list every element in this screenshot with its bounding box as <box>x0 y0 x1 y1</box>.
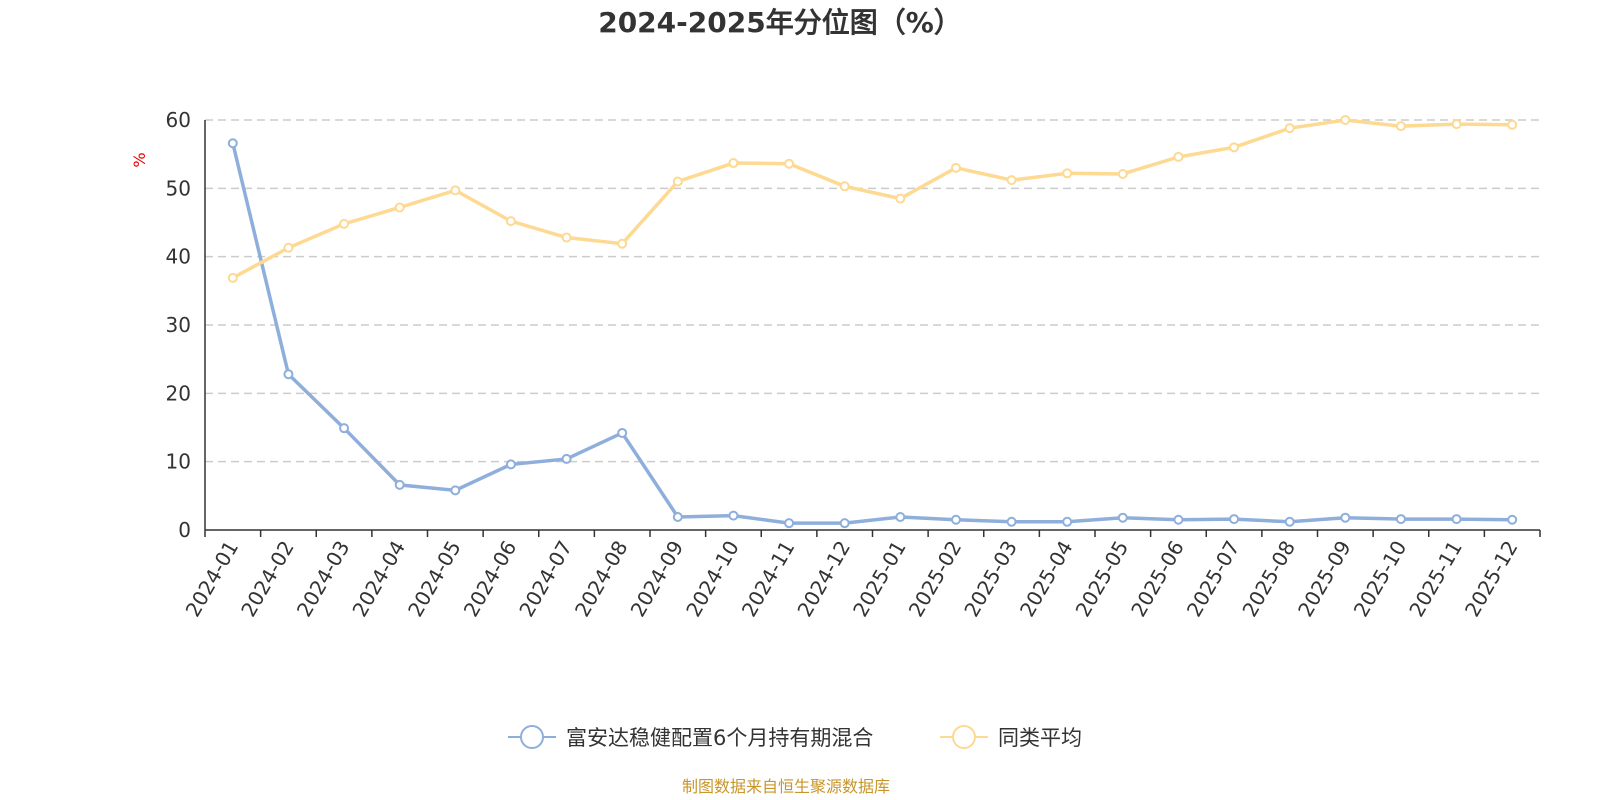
x-tick-label: 2024-01 <box>181 537 244 621</box>
y-tick-label: 30 <box>166 313 191 337</box>
x-tick-label: 2025-12 <box>1460 537 1523 621</box>
x-tick-label: 2024-02 <box>236 537 299 621</box>
data-point <box>1395 121 1406 132</box>
x-tick-label: 2025-05 <box>1071 537 1134 621</box>
data-point <box>1284 516 1295 527</box>
data-point <box>617 238 628 249</box>
x-tick-label: 2024-07 <box>514 537 577 621</box>
y-tick-label: 10 <box>166 450 191 474</box>
data-point <box>1229 514 1240 525</box>
data-point <box>784 518 795 529</box>
x-tick-label: 2024-06 <box>459 537 522 621</box>
data-point <box>1507 119 1518 130</box>
data-point <box>394 479 405 490</box>
data-point <box>283 242 294 253</box>
data-point <box>561 453 572 464</box>
data-point <box>339 218 350 229</box>
x-tick-label: 2025-09 <box>1293 537 1356 621</box>
x-tick-label: 2025-06 <box>1126 537 1189 621</box>
y-axis-unit: % <box>130 152 149 167</box>
x-tick-label: 2024-08 <box>570 537 633 621</box>
data-point <box>1451 119 1462 130</box>
data-point <box>895 512 906 523</box>
data-point <box>950 514 961 525</box>
y-tick-label: 60 <box>166 108 191 132</box>
x-tick-label: 2024-12 <box>792 537 855 621</box>
data-point <box>1451 514 1462 525</box>
data-point <box>505 216 516 227</box>
x-tick-label: 2025-01 <box>848 537 911 621</box>
y-tick-label: 20 <box>166 381 191 405</box>
data-point <box>1117 512 1128 523</box>
x-tick-label: 2025-02 <box>904 537 967 621</box>
data-point <box>1173 151 1184 162</box>
data-point <box>1340 115 1351 125</box>
legend-item[interactable]: 富安达稳健配置6个月持有期混合 <box>508 725 873 750</box>
data-point <box>1173 514 1184 525</box>
x-tick-label: 2025-11 <box>1404 537 1467 621</box>
x-tick-label: 2024-05 <box>403 537 466 621</box>
data-point <box>839 181 850 192</box>
data-point <box>672 512 683 523</box>
data-point <box>1062 168 1073 179</box>
data-point <box>505 459 516 470</box>
data-point <box>1117 168 1128 179</box>
data-point <box>617 427 628 438</box>
data-point <box>672 176 683 187</box>
series-line <box>231 118 1513 280</box>
legend-label: 同类平均 <box>998 726 1082 750</box>
legend-label: 富安达稳健配置6个月持有期混合 <box>566 726 873 750</box>
x-tick-label: 2024-11 <box>737 537 800 621</box>
data-point <box>728 510 739 521</box>
data-point <box>339 423 350 434</box>
chart-title: 2024-2025年分位图（%） <box>598 6 962 39</box>
data-point <box>561 232 572 243</box>
data-point <box>1284 123 1295 134</box>
data-point <box>227 138 238 149</box>
x-tick-label: 2024-10 <box>681 537 744 621</box>
series-line <box>231 142 1513 525</box>
data-source: 制图数据来自恒生聚源数据库 <box>682 777 890 796</box>
data-point <box>1395 514 1406 525</box>
data-point <box>950 162 961 173</box>
legend-item[interactable]: 同类平均 <box>940 725 1082 750</box>
data-point <box>283 369 294 380</box>
data-point <box>784 158 795 169</box>
data-point <box>1340 512 1351 523</box>
data-point <box>1507 514 1518 525</box>
data-point <box>1062 516 1073 527</box>
x-tick-label: 2025-10 <box>1349 537 1412 621</box>
data-point <box>728 158 739 169</box>
data-point <box>227 272 238 283</box>
legend-marker <box>952 725 976 749</box>
data-point <box>394 202 405 213</box>
data-point <box>450 185 461 196</box>
data-point <box>1006 175 1017 186</box>
x-tick-label: 2024-03 <box>292 537 355 621</box>
y-tick-label: 0 <box>178 518 191 542</box>
x-tick-label: 2025-07 <box>1182 537 1245 621</box>
data-point <box>839 518 850 529</box>
x-tick-label: 2024-04 <box>347 537 410 621</box>
data-point <box>895 193 906 204</box>
x-tick-label: 2025-04 <box>1015 537 1078 621</box>
data-point <box>1006 516 1017 527</box>
legend-marker <box>520 725 544 749</box>
x-tick-label: 2025-03 <box>959 537 1022 621</box>
x-tick-label: 2025-08 <box>1237 537 1300 621</box>
data-point <box>450 485 461 496</box>
y-tick-label: 40 <box>166 245 191 269</box>
y-tick-label: 50 <box>166 176 191 200</box>
data-point <box>1229 142 1240 153</box>
x-tick-label: 2024-09 <box>626 537 689 621</box>
